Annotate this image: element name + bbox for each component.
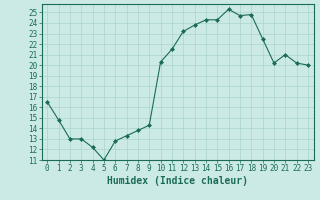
- X-axis label: Humidex (Indice chaleur): Humidex (Indice chaleur): [107, 176, 248, 186]
